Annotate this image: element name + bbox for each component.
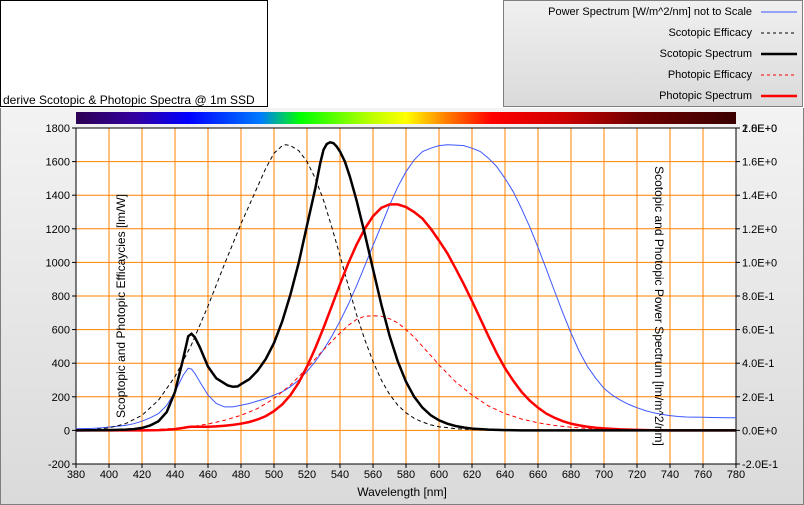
legend-label: Photopic Efficacy: [668, 69, 752, 81]
svg-text:440: 440: [166, 469, 184, 481]
svg-text:580: 580: [397, 469, 415, 481]
svg-text:400: 400: [52, 358, 70, 370]
svg-text:1600: 1600: [46, 157, 70, 169]
svg-text:2.0E-1: 2.0E-1: [742, 392, 774, 404]
svg-text:460: 460: [199, 469, 217, 481]
svg-text:1.4E+0: 1.4E+0: [742, 190, 777, 202]
svg-text:560: 560: [364, 469, 382, 481]
chart-title: derive Scotopic & Photopic Spectra @ 1m …: [1, 93, 257, 107]
legend-swatch: [760, 25, 798, 41]
svg-text:480: 480: [232, 469, 250, 481]
svg-text:0.0E+0: 0.0E+0: [742, 425, 777, 437]
svg-text:620: 620: [463, 469, 481, 481]
svg-text:-2.0E-1: -2.0E-1: [742, 459, 778, 471]
svg-text:1800: 1800: [46, 123, 70, 135]
x-label: Wavelength [nm]: [357, 485, 447, 499]
legend-label: Photopic Spectrum: [659, 90, 752, 102]
y-right-label: Scotopic and Photopic Power Spectrum [lm…: [652, 166, 666, 446]
svg-text:4.0E-1: 4.0E-1: [742, 358, 774, 370]
legend-label: Scotopic Spectrum: [660, 48, 752, 60]
svg-text:540: 540: [331, 469, 349, 481]
title-box: derive Scotopic & Photopic Spectra @ 1m …: [0, 0, 268, 107]
svg-text:-200: -200: [48, 459, 70, 471]
svg-text:420: 420: [133, 469, 151, 481]
svg-text:1000: 1000: [46, 257, 70, 269]
svg-text:520: 520: [298, 469, 316, 481]
y-left-label: Scoptopic and Photopic Efficaycies [lm/W…: [114, 194, 128, 418]
svg-text:8.0E-1: 8.0E-1: [742, 291, 774, 303]
legend: Power Spectrum [W/m^2/nm] not to Scale Sc…: [503, 0, 803, 107]
svg-text:700: 700: [595, 469, 613, 481]
legend-label: Scotopic Efficacy: [668, 27, 752, 39]
svg-text:1.6E+0: 1.6E+0: [742, 157, 777, 169]
legend-swatch: [760, 67, 798, 83]
svg-text:760: 760: [694, 469, 712, 481]
svg-text:0: 0: [64, 425, 70, 437]
svg-text:640: 640: [496, 469, 514, 481]
legend-label: Power Spectrum [W/m^2/nm] not to Scale: [548, 6, 752, 18]
svg-text:740: 740: [661, 469, 679, 481]
svg-text:1.2E+0: 1.2E+0: [742, 224, 777, 236]
svg-text:500: 500: [265, 469, 283, 481]
svg-text:200: 200: [52, 392, 70, 404]
svg-text:800: 800: [52, 291, 70, 303]
legend-swatch: [760, 46, 798, 62]
legend-swatch: [760, 4, 798, 20]
svg-text:600: 600: [430, 469, 448, 481]
svg-text:6.0E-1: 6.0E-1: [742, 325, 774, 337]
svg-text:720: 720: [628, 469, 646, 481]
root: derive Scotopic & Photopic Spectra @ 1m …: [0, 0, 804, 505]
legend-row: Photopic Efficacy: [504, 64, 802, 85]
svg-text:1200: 1200: [46, 224, 70, 236]
svg-text:1.0E+0: 1.0E+0: [742, 257, 777, 269]
legend-row: Photopic Spectrum: [504, 85, 802, 106]
svg-text:680: 680: [562, 469, 580, 481]
svg-text:2.0E+0: 2.0E+0: [742, 123, 777, 135]
svg-text:400: 400: [100, 469, 118, 481]
legend-row: Scotopic Spectrum: [504, 43, 802, 64]
svg-text:1400: 1400: [46, 190, 70, 202]
legend-swatch: [760, 88, 798, 104]
legend-row: Power Spectrum [W/m^2/nm] not to Scale: [504, 1, 802, 22]
legend-row: Scotopic Efficacy: [504, 22, 802, 43]
svg-text:600: 600: [52, 325, 70, 337]
svg-text:660: 660: [529, 469, 547, 481]
chart-area: 3804004204404604805005205405605806006206…: [0, 108, 804, 505]
